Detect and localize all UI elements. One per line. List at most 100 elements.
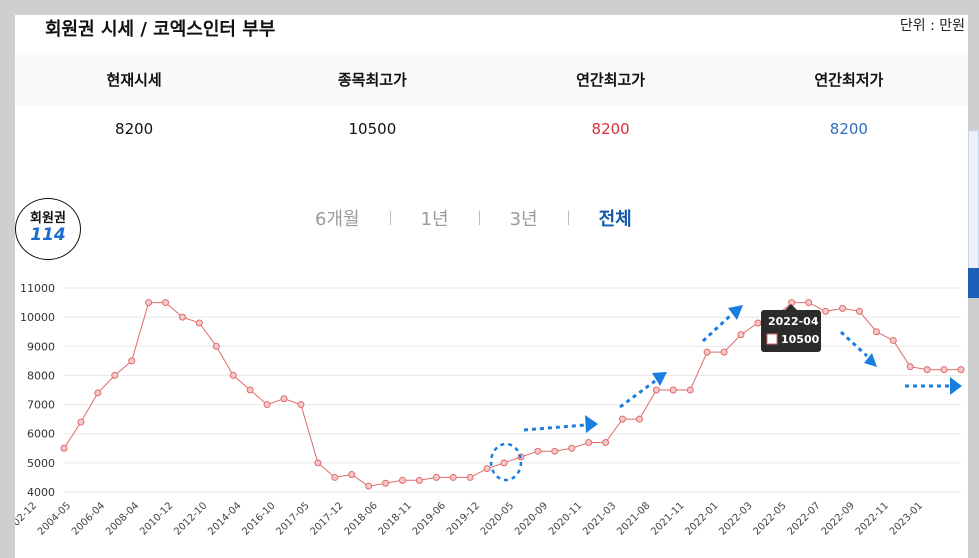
x-tick-label: 2020-05 [479, 500, 516, 537]
data-point [839, 304, 847, 312]
summary-header-row: 현재시세 종목최고가 연간최고가 연간최저가 [15, 52, 968, 106]
data-point [229, 371, 237, 379]
data-point [703, 348, 711, 356]
trend-arrow [619, 379, 656, 409]
value-current-price: 8200 [115, 120, 154, 138]
y-axis-ticks: 4000 5000 6000 7000 8000 9000 10000 11000 [20, 282, 55, 499]
data-point [805, 299, 813, 307]
x-tick-label: 2018-11 [377, 500, 414, 537]
x-tick-label: 2022-09 [820, 500, 857, 537]
y-tick-label: 8000 [27, 369, 55, 382]
data-point [585, 438, 593, 446]
data-point [212, 342, 220, 350]
header-annual-low: 연간최저가 [814, 70, 884, 89]
card: 회원권 시세 / 코엑스인터 부부 단위 : 만원 현재시세 종목최고가 연간최… [15, 15, 968, 558]
x-tick-label: 2022-11 [854, 500, 891, 537]
data-point [365, 482, 373, 490]
tooltip-date: 2022-04 [768, 315, 819, 328]
arrowhead [585, 415, 598, 433]
y-tick-label: 6000 [27, 428, 55, 441]
trend-arrow [701, 313, 733, 343]
data-point [568, 444, 576, 452]
x-tick-label: 2022-03 [717, 500, 754, 537]
y-tick-label: 10000 [20, 311, 55, 324]
arrowhead [950, 377, 962, 395]
x-tick-label: 2004-05 [36, 500, 73, 537]
data-point [111, 371, 119, 379]
data-point [720, 348, 728, 356]
y-tick-label: 11000 [20, 282, 55, 295]
data-point [906, 363, 914, 371]
arrowhead [728, 305, 743, 320]
tab-all[interactable]: 전체 [598, 209, 632, 230]
data-point [855, 307, 863, 315]
data-point [889, 336, 897, 344]
trend-arrow [523, 423, 586, 432]
x-tick-label: 2020-09 [513, 500, 550, 537]
data-point [635, 415, 643, 423]
unit-label: 단위 : 만원 [899, 18, 965, 34]
price-line-chart: 4000 5000 6000 7000 8000 9000 10000 11000 2002-… [15, 282, 965, 538]
tab-1-year[interactable]: 1년 [420, 209, 449, 230]
x-tick-label: 2021-08 [615, 500, 652, 537]
value-annual-low: 8200 [829, 120, 868, 138]
data-point [483, 465, 491, 473]
data-point [652, 386, 660, 394]
tab-3-years[interactable]: 3년 [509, 209, 538, 230]
data-point [145, 299, 153, 307]
arrowhead [864, 353, 877, 367]
data-point [60, 444, 68, 452]
x-tick-label: 2021-03 [581, 500, 618, 537]
chart-grid [64, 287, 961, 493]
data-point [822, 307, 830, 315]
x-axis-ticks: 2002-122004-052006-042008-042010-122012-… [15, 500, 925, 537]
x-tick-label: 2019-06 [411, 500, 448, 537]
y-tick-label: 7000 [27, 399, 55, 412]
page-title: 회원권 시세 / 코엑스인터 부부 [45, 19, 276, 40]
data-point [449, 473, 457, 481]
scrollbar-thumb[interactable] [968, 268, 979, 298]
data-point [178, 313, 186, 321]
logo-text: 회원권 [30, 211, 66, 226]
data-points [60, 299, 965, 490]
data-point [872, 328, 880, 336]
y-tick-label: 4000 [27, 486, 55, 499]
x-tick-label: 2016-10 [240, 500, 277, 537]
tab-6-months[interactable]: 6개월 [315, 209, 360, 230]
x-tick-label: 2002-12 [15, 500, 39, 537]
x-tick-label: 2019-12 [445, 500, 482, 537]
data-point [128, 357, 136, 365]
summary-value-row: 8200 10500 8200 8200 [15, 106, 968, 152]
data-point [195, 319, 203, 327]
data-point [432, 473, 440, 481]
data-point [788, 299, 796, 307]
data-point [619, 415, 627, 423]
y-tick-label: 5000 [27, 457, 55, 470]
data-point [382, 479, 390, 487]
x-tick-label: 2012-10 [172, 500, 209, 537]
data-point [686, 386, 694, 394]
header-annual-high: 연간최고가 [576, 70, 646, 89]
x-tick-label: 2023-01 [888, 500, 925, 537]
data-point [263, 401, 271, 409]
x-tick-label: 2022-07 [786, 500, 823, 537]
data-point [246, 386, 254, 394]
data-point [754, 319, 762, 327]
highlight-circle [489, 442, 523, 482]
data-point [280, 395, 288, 403]
tooltip-value: 10500 [781, 333, 820, 346]
trend-arrowheads [585, 305, 962, 433]
data-point [551, 447, 559, 455]
x-tick-label: 2006-04 [70, 500, 107, 537]
x-tick-label: 2014-04 [206, 500, 243, 537]
x-tick-label: 2017-12 [308, 500, 345, 537]
tooltip-swatch [766, 333, 778, 345]
logo-number: 114 [30, 225, 66, 245]
x-tick-label: 2010-12 [138, 500, 175, 537]
trend-arrow [839, 330, 869, 358]
trend-arrows [523, 313, 950, 432]
data-point [466, 473, 474, 481]
data-point [398, 476, 406, 484]
data-point [940, 366, 948, 374]
header-all-time-high: 종목최고가 [337, 70, 407, 89]
